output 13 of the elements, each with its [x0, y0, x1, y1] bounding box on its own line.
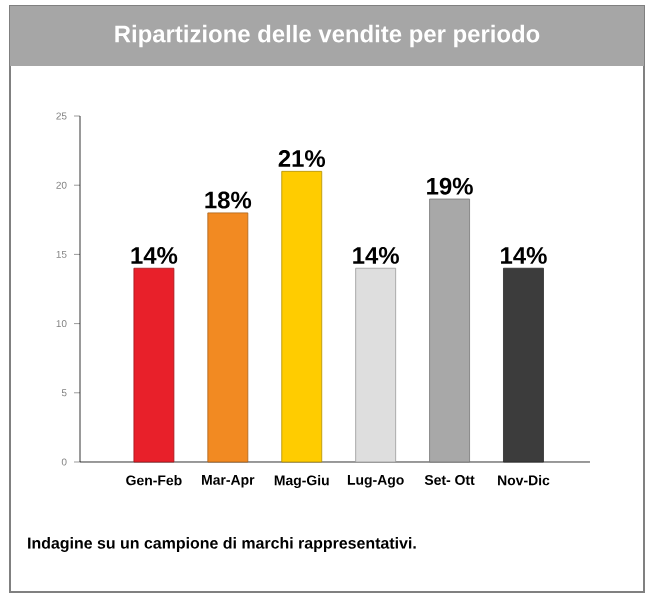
bar: [133, 267, 175, 463]
data-label: 18%: [205, 191, 252, 209]
data-label: 14%: [131, 247, 178, 264]
bar: [281, 170, 323, 463]
data-label: 21%: [278, 150, 326, 167]
data-label: 14%: [353, 247, 399, 264]
bar: [429, 198, 470, 463]
bar: [503, 267, 544, 463]
bar: [207, 212, 249, 463]
data-label: 14%: [501, 247, 547, 264]
bar: [355, 267, 397, 463]
chart-title: Ripartizione delle vendite per periodo: [115, 24, 540, 48]
data-label: 19%: [427, 177, 473, 195]
